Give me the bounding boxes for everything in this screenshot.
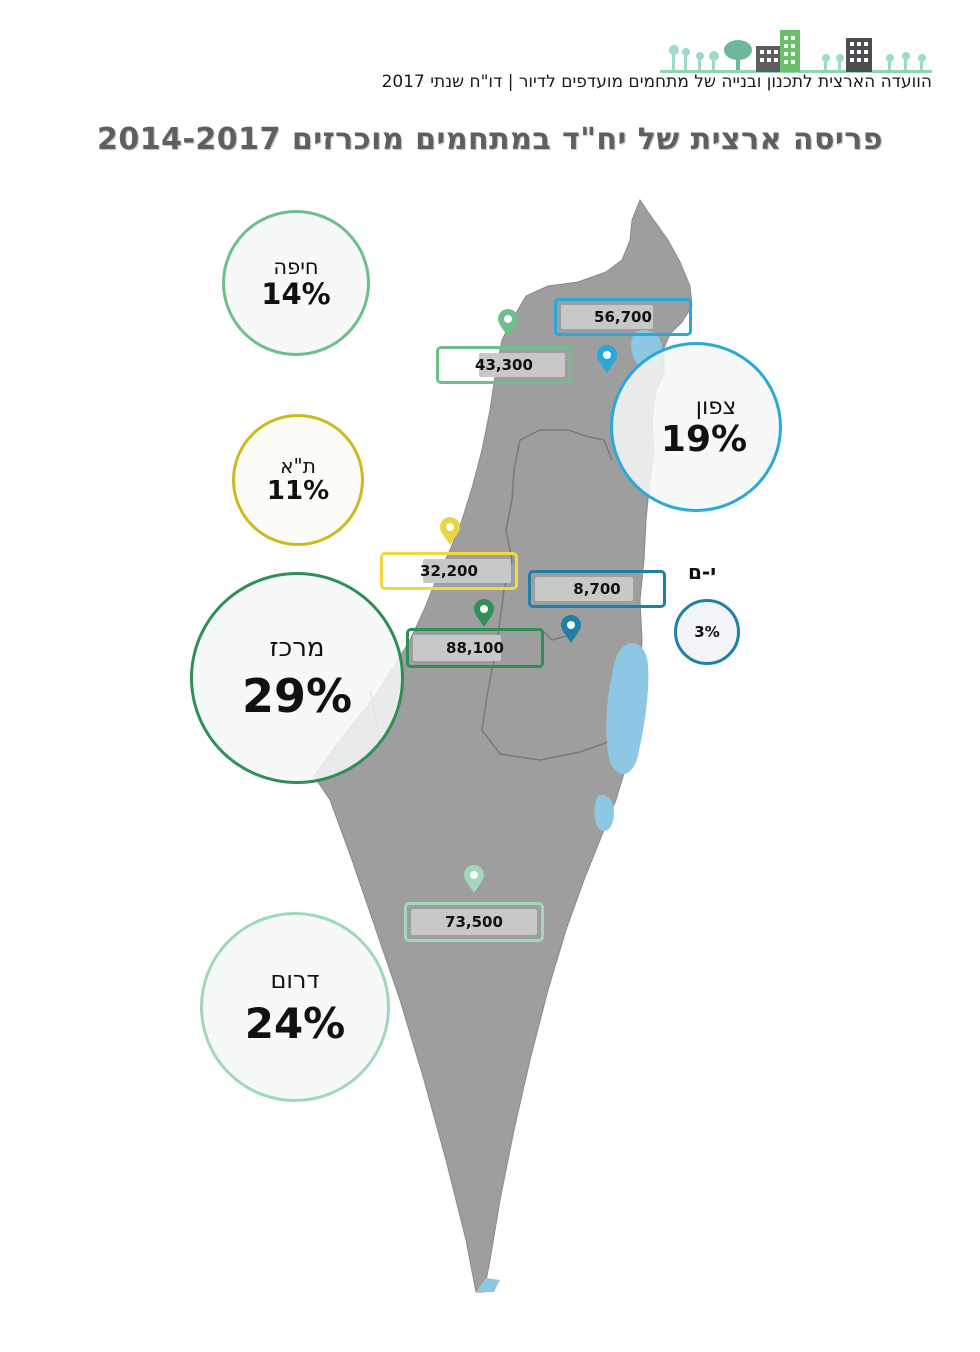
- eilat-gulf: [476, 1278, 500, 1292]
- region-percent-north: 19%: [660, 418, 748, 460]
- region-percent-haifa: 14%: [261, 276, 331, 311]
- map-pin-icon: [498, 309, 518, 337]
- region-circle-south: דרום 24%: [200, 912, 390, 1102]
- region-percent-jerusalem: 3%: [694, 622, 720, 641]
- south-dead-sea: [594, 794, 614, 832]
- region-circle-haifa: חיפה 14%: [222, 210, 370, 356]
- region-name-north: צפון: [695, 393, 737, 420]
- region-name-jerusalem: י-ם: [688, 560, 717, 584]
- units-tel-aviv: 32,200: [420, 562, 478, 580]
- units-haifa: 43,300: [475, 356, 533, 374]
- value-box-tel-aviv: 32,200: [380, 552, 518, 590]
- region-circle-tel-aviv: ת"א 11%: [232, 414, 364, 546]
- units-north: 56,700: [594, 308, 652, 326]
- report-header: הוועדה הארצית לתכנון ובנייה של מתחמים מו…: [381, 72, 932, 92]
- region-name-haifa: חיפה: [273, 254, 319, 279]
- value-box-haifa: 43,300: [436, 346, 572, 384]
- map-pin-icon: [561, 615, 581, 643]
- page-title: פריסה ארצית של יח"ד במתחמים מוכרזים 2014…: [96, 122, 883, 157]
- city-skyline-logo: [660, 30, 932, 73]
- region-percent-south: 24%: [244, 999, 346, 1049]
- region-name-center: מרכז: [269, 633, 325, 664]
- region-circle-north: צפון 19%: [610, 342, 782, 512]
- dead-sea: [606, 643, 649, 775]
- value-box-north: 56,700: [554, 298, 692, 336]
- region-circle-jerusalem: 3%: [674, 599, 740, 665]
- region-percent-center: 29%: [241, 669, 353, 723]
- map-pin-icon: [474, 599, 494, 627]
- units-jerusalem: 8,700: [573, 580, 621, 598]
- units-south: 73,500: [445, 913, 503, 931]
- region-circle-center: מרכז 29%: [190, 572, 404, 784]
- region-name-tel-aviv: ת"א: [280, 453, 316, 478]
- region-percent-tel-aviv: 11%: [266, 475, 330, 506]
- value-box-south: 73,500: [404, 902, 544, 942]
- map-pin-icon: [440, 517, 460, 545]
- value-box-center: 88,100: [406, 628, 544, 668]
- region-name-south: דרום: [270, 965, 320, 994]
- map-pin-icon: [597, 345, 617, 373]
- map-pin-icon: [464, 865, 484, 893]
- units-center: 88,100: [446, 639, 504, 657]
- value-box-jerusalem: 8,700: [528, 570, 666, 608]
